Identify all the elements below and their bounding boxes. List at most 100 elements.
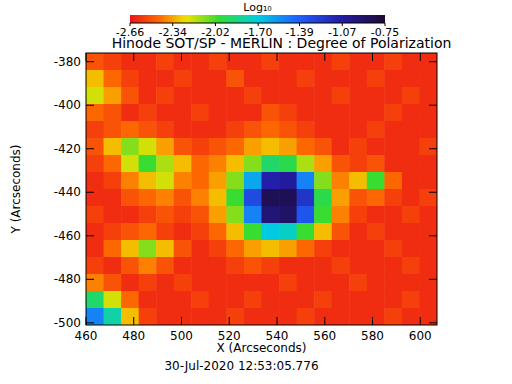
heat-cell <box>121 223 139 241</box>
heat-cell <box>349 223 367 241</box>
heat-cell <box>86 189 104 207</box>
heat-cell <box>156 291 174 309</box>
heat-cell <box>191 223 209 241</box>
heat-cell <box>419 257 437 275</box>
y-tick-label: -460 <box>54 229 81 243</box>
y-tick-label: -380 <box>54 55 81 69</box>
heat-cell <box>174 223 192 241</box>
heat-cell <box>174 206 192 224</box>
heat-cell <box>262 240 280 258</box>
heat-cell <box>86 240 104 258</box>
heat-cell <box>86 206 104 224</box>
heat-cell <box>139 121 157 139</box>
heat-cell <box>332 104 350 122</box>
heat-cell <box>244 274 262 292</box>
x-tick-top <box>181 53 182 61</box>
heat-cell <box>332 274 350 292</box>
heat-cell <box>104 172 122 190</box>
heat-cell <box>104 121 122 139</box>
heat-cell <box>156 53 174 71</box>
y-tick-right <box>429 105 437 106</box>
x-tick-top <box>229 53 230 61</box>
heat-cell <box>297 291 315 309</box>
heat-cell <box>86 223 104 241</box>
heat-cell <box>279 87 297 105</box>
heat-cell <box>139 155 157 173</box>
heat-cell <box>174 70 192 88</box>
heat-cell <box>262 121 280 139</box>
heat-cell <box>367 70 385 88</box>
heat-cell <box>209 104 227 122</box>
x-tick-top <box>277 53 278 61</box>
heat-cell <box>349 172 367 190</box>
heat-cell <box>332 87 350 105</box>
heat-cell <box>156 257 174 275</box>
heat-cell <box>332 240 350 258</box>
heat-cell <box>419 70 437 88</box>
x-tick <box>372 317 373 325</box>
heat-cell <box>297 87 315 105</box>
heat-cell <box>262 87 280 105</box>
heat-cell <box>209 240 227 258</box>
heat-cell <box>191 257 209 275</box>
heat-cell <box>384 138 402 156</box>
heat-cell <box>226 87 244 105</box>
heat-cell <box>314 53 332 71</box>
y-tick-right <box>429 61 437 62</box>
x-tick-top <box>324 53 325 61</box>
colorbar-tick-label: -1.39 <box>285 26 313 39</box>
heat-cell <box>121 274 139 292</box>
heat-cell <box>349 240 367 258</box>
heat-cell <box>244 257 262 275</box>
heat-cell <box>279 104 297 122</box>
heat-cell <box>209 257 227 275</box>
heat-cell <box>86 138 104 156</box>
heat-cell <box>191 274 209 292</box>
heat-cell <box>226 291 244 309</box>
heat-cell <box>174 87 192 105</box>
x-tick-label: 500 <box>170 329 193 343</box>
heat-cell <box>226 206 244 224</box>
heat-cell <box>209 138 227 156</box>
heat-cell <box>156 87 174 105</box>
heat-cell <box>384 121 402 139</box>
heat-cell <box>262 155 280 173</box>
heat-cell <box>297 104 315 122</box>
heat-cell <box>191 53 209 71</box>
heat-cell <box>349 70 367 88</box>
heat-cell <box>384 104 402 122</box>
heat-cell <box>384 308 402 325</box>
heat-cell <box>367 206 385 224</box>
y-tick <box>86 322 94 323</box>
y-tick <box>86 235 94 236</box>
heat-cell <box>86 104 104 122</box>
heat-cell <box>104 70 122 88</box>
heat-cell <box>191 291 209 309</box>
heat-cell <box>244 138 262 156</box>
heat-cell <box>279 121 297 139</box>
heat-cell <box>314 87 332 105</box>
y-axis-label: Y (Arcseconds) <box>9 144 23 234</box>
heat-cell <box>86 87 104 105</box>
x-tick-label: 480 <box>122 329 145 343</box>
heat-cell <box>402 189 420 207</box>
heat-cell <box>191 155 209 173</box>
heat-cell <box>139 53 157 71</box>
heat-cell <box>402 291 420 309</box>
heat-cell <box>156 121 174 139</box>
heat-cell <box>262 257 280 275</box>
heat-cell <box>244 87 262 105</box>
heat-cell <box>384 223 402 241</box>
heat-cell <box>226 257 244 275</box>
heat-cell <box>174 291 192 309</box>
colorbar-tick-label: -1.70 <box>244 26 272 39</box>
heat-cell <box>402 274 420 292</box>
heat-cell <box>121 104 139 122</box>
x-tick <box>133 317 134 325</box>
heat-cell <box>314 291 332 309</box>
heat-cell <box>174 257 192 275</box>
heat-cell <box>191 308 209 325</box>
y-tick-right <box>429 148 437 149</box>
heat-cell <box>402 172 420 190</box>
heat-cell <box>297 138 315 156</box>
